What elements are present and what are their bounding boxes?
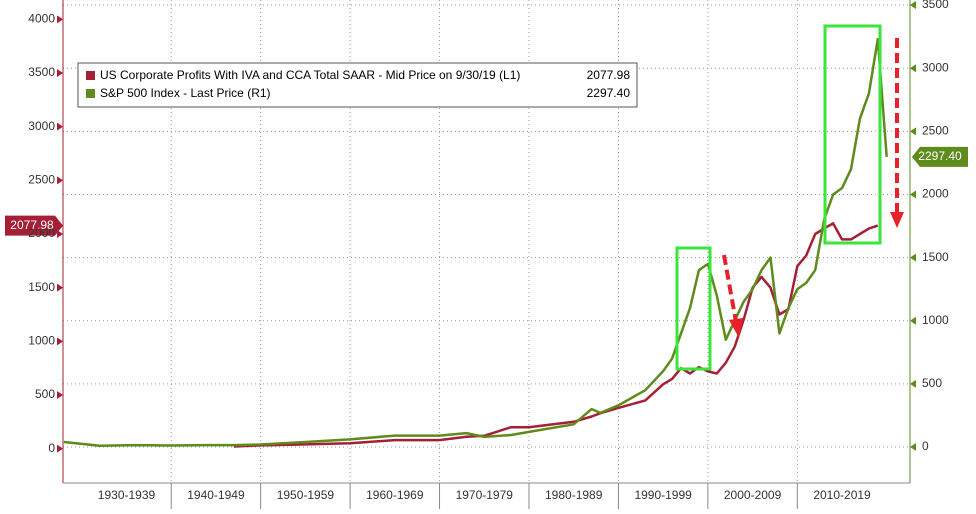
y2-tick-label: 3000 <box>922 60 949 74</box>
value-tag <box>5 215 63 236</box>
y2-tick <box>910 316 916 325</box>
y-tick <box>57 122 63 131</box>
y-tick-label: 1500 <box>28 280 55 294</box>
x-tick-label: 1970-1979 <box>456 488 514 502</box>
y-tick-label: 1000 <box>28 333 55 347</box>
y2-tick-label: 3500 <box>922 0 949 11</box>
y-tick <box>57 337 63 346</box>
legend-box <box>77 62 638 108</box>
x-tick-label: 2010-2019 <box>813 488 871 502</box>
y2-tick-label: 500 <box>922 376 942 390</box>
y-tick <box>57 390 63 399</box>
x-tick-label: 1990-1999 <box>634 488 692 502</box>
highlight-box <box>823 24 882 245</box>
y-tick <box>57 68 63 77</box>
value-tag <box>912 146 968 167</box>
y2-tick <box>910 1 916 10</box>
legend-label: US Corporate Profits With IVA and CCA To… <box>100 68 520 82</box>
legend-swatch <box>86 89 95 98</box>
arrow <box>722 254 738 323</box>
arrow-head <box>890 212 904 228</box>
x-tick-label: 1960-1969 <box>366 488 424 502</box>
value-label: 2297.40 <box>918 149 962 163</box>
legend-swatch <box>86 71 95 80</box>
y-tick-label: 2500 <box>28 172 55 186</box>
y-tick-label: 3000 <box>28 119 55 133</box>
y2-tick <box>910 190 916 199</box>
value-label: 2077.98 <box>10 218 54 232</box>
y2-tick <box>910 379 916 388</box>
y2-tick-label: 0 <box>922 439 929 453</box>
legend-value: 2077.98 <box>587 68 631 82</box>
legend-label: S&P 500 Index - Last Price (R1) <box>100 86 271 100</box>
x-tick-label: 1980-1989 <box>545 488 603 502</box>
y2-tick-label: 1500 <box>922 250 949 264</box>
y-tick <box>57 15 63 24</box>
y-tick-label: 2000 <box>28 226 55 240</box>
arrow-head <box>729 318 743 338</box>
highlight-box <box>675 246 712 371</box>
x-tick-label: 2000-2009 <box>724 488 782 502</box>
x-tick-label: 1950-1959 <box>277 488 335 502</box>
legend: US Corporate Profits With IVA and CCA To… <box>77 62 638 108</box>
y-tick <box>57 176 63 185</box>
x-tick-label: 1930-1939 <box>98 488 156 502</box>
y2-tick-label: 2500 <box>922 123 949 137</box>
series-line <box>63 37 888 447</box>
y-tick <box>57 229 63 238</box>
y2-tick <box>910 64 916 73</box>
y-tick-label: 0 <box>48 441 55 455</box>
y2-tick <box>910 253 916 262</box>
y-tick-label: 4000 <box>28 11 55 25</box>
x-tick-label: 1940-1949 <box>187 488 245 502</box>
legend-value: 2297.40 <box>587 86 631 100</box>
y2-tick <box>910 443 916 452</box>
y2-tick-label: 1000 <box>922 313 949 327</box>
y-tick-label: 500 <box>35 387 55 401</box>
y-tick <box>57 444 63 453</box>
y2-tick-label: 2000 <box>922 187 949 201</box>
y2-tick <box>910 127 916 136</box>
y-tick-label: 3500 <box>28 65 55 79</box>
y-tick <box>57 283 63 292</box>
